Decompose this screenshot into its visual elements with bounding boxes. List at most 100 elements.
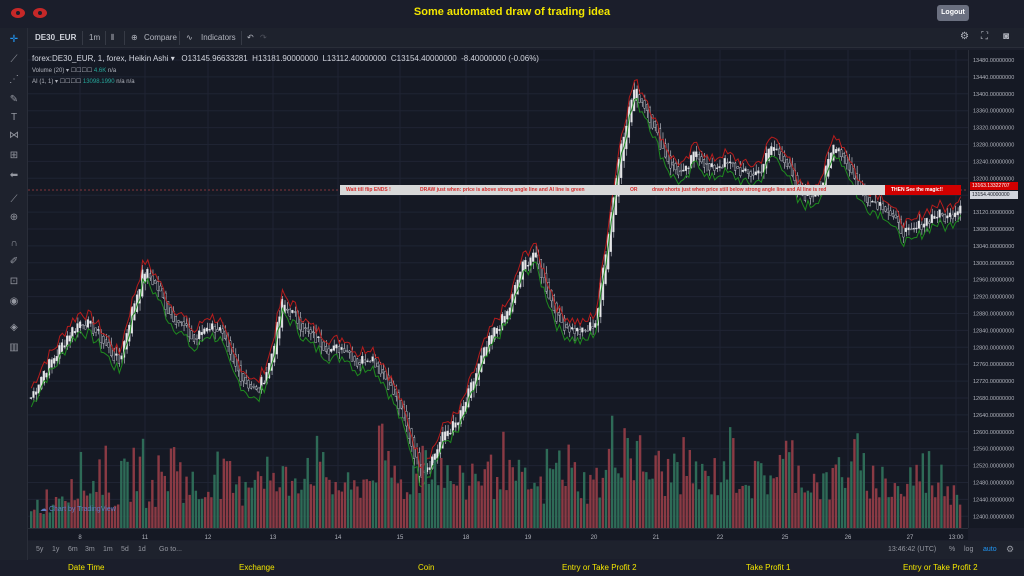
candle-body (728, 161, 731, 164)
annotation-magic[interactable]: THEN See the magic!! (885, 185, 961, 195)
volume-bar (906, 483, 909, 528)
price-axis[interactable]: 13480.00000000 13440.00000000 13400.000000… (968, 50, 1024, 528)
volume-bar (154, 506, 157, 528)
range-5d[interactable]: 5d (121, 546, 129, 553)
volume-bar (527, 489, 530, 528)
ai-na: n/a (116, 79, 125, 85)
magnet-icon[interactable]: ∩ (10, 238, 18, 249)
footer-entry-tp2: Entry or Take Profit 2 (562, 563, 637, 572)
settings-icon[interactable]: ⚙ (1006, 544, 1015, 554)
ohlc-high: H13181.90000000 (252, 54, 319, 63)
camera-icon[interactable]: ◙ (1003, 31, 1010, 42)
volume-bar (579, 498, 583, 528)
candle-body (200, 332, 203, 336)
time-tick-label: 15 (397, 535, 404, 541)
candle-body (664, 143, 667, 158)
ruler-icon[interactable]: ⟋ (10, 194, 18, 205)
candle-body (780, 151, 783, 162)
settings-icon[interactable]: ⚙ (960, 31, 969, 42)
crosshair-icon[interactable]: ✛ (9, 34, 19, 45)
volume-label[interactable]: Volume (20) (32, 68, 65, 74)
auto-toggle[interactable]: auto (983, 546, 997, 553)
fullscreen-icon[interactable]: ⛶ (981, 31, 988, 42)
volume-bar (862, 453, 865, 528)
chart-toolbar: DE30_EUR 1m ⫴ ⊕ Compare ∿ Indicators ↶ ↷… (28, 28, 1024, 48)
candle-body (762, 163, 765, 173)
volume-bar (909, 467, 912, 528)
range-5y[interactable]: 5y (36, 546, 44, 553)
range-1m[interactable]: 1m (103, 546, 113, 553)
range-1d[interactable]: 1d (138, 546, 146, 553)
volume-bar (203, 497, 207, 528)
volume-bar (523, 467, 527, 528)
trash-icon[interactable]: ▥ (9, 342, 19, 353)
compare-button[interactable]: Compare (144, 33, 177, 42)
candle-body (257, 387, 260, 393)
zoom-icon[interactable]: ⊕ (9, 212, 19, 223)
compare-icon: ⊕ (131, 33, 138, 42)
lock-drawing-icon[interactable]: ✐ (9, 256, 19, 267)
symbol-selector[interactable]: DE30_EUR (35, 33, 77, 42)
candle-body (156, 281, 159, 291)
range-6m[interactable]: 6m (68, 546, 78, 553)
indicators-button[interactable]: Indicators (201, 33, 236, 42)
divider (105, 31, 106, 45)
candle-body (941, 213, 944, 216)
range-3m[interactable]: 3m (85, 546, 95, 553)
prediction-icon[interactable]: ⊞ (9, 150, 19, 161)
indicators-icon: ∿ (186, 33, 193, 42)
trend-line-icon[interactable]: ⟋ (10, 54, 18, 65)
redo-icon[interactable]: ↷ (260, 33, 267, 42)
volume-bar (840, 477, 844, 528)
chart-pane[interactable] (28, 50, 968, 528)
volume-bar (219, 498, 222, 528)
volume-bar (179, 462, 182, 528)
volume-bar (642, 471, 645, 528)
candle-body (583, 329, 587, 332)
percent-toggle[interactable]: % (949, 546, 956, 553)
back-arrow-icon[interactable]: ⬅ (9, 170, 19, 181)
strategy-annotation[interactable]: Wait till flip ENDS ! DRAW just when: pr… (340, 185, 885, 195)
candle-body (444, 431, 447, 441)
candle-body (744, 168, 747, 172)
brush-icon[interactable]: ✎ (9, 94, 19, 105)
series-title[interactable]: forex:DE30_EUR, 1, forex, Heikin Ashi (32, 54, 169, 63)
candle-body (788, 162, 791, 167)
volume-bar (39, 513, 42, 528)
close-price-tag: 13154.40000000 (970, 191, 1018, 199)
ai-label[interactable]: AI (1, 1) (32, 79, 54, 85)
candle-body (526, 265, 530, 267)
range-1y[interactable]: 1y (52, 546, 60, 553)
candle-body (154, 280, 157, 284)
log-toggle[interactable]: log (964, 546, 974, 553)
candle-body (904, 227, 908, 232)
candle-type-icon[interactable]: ⫴ (111, 33, 115, 42)
time-axis[interactable]: 8 11 12 13 14 15 18 19 20 21 22 25 26 27 13:00 (28, 528, 968, 541)
candle-body (594, 323, 597, 328)
lock-icon[interactable]: ⊡ (9, 276, 19, 287)
tradingview-watermark[interactable]: ☁ Chart by TradingView (40, 506, 116, 513)
undo-icon[interactable]: ↶ (247, 33, 254, 42)
volume-bar (421, 445, 424, 528)
clock[interactable]: 13:46:42 (UTC) (888, 546, 937, 553)
candle-body (933, 215, 936, 219)
volume-bar (263, 488, 266, 528)
candle-body (736, 166, 739, 169)
price-chart[interactable] (28, 50, 968, 528)
candle-body (400, 400, 403, 409)
candle-body (84, 325, 87, 330)
eye-icon[interactable]: ◉ (9, 296, 19, 307)
candle-body (242, 373, 245, 382)
logout-button[interactable]: Logout (937, 5, 969, 21)
fib-tool-icon[interactable]: ⋰ (9, 74, 19, 85)
layers-icon[interactable]: ◈ (10, 322, 18, 333)
volume-bar (657, 450, 660, 528)
volume-bar (182, 502, 185, 528)
volume-bar (741, 485, 744, 528)
candle-body (524, 260, 527, 271)
interval-selector[interactable]: 1m (89, 33, 101, 42)
time-tick-label: 21 (653, 535, 660, 541)
text-tool-icon[interactable]: T (10, 112, 18, 123)
goto-button[interactable]: Go to... (159, 546, 182, 553)
pattern-icon[interactable]: ⋈ (9, 130, 19, 141)
